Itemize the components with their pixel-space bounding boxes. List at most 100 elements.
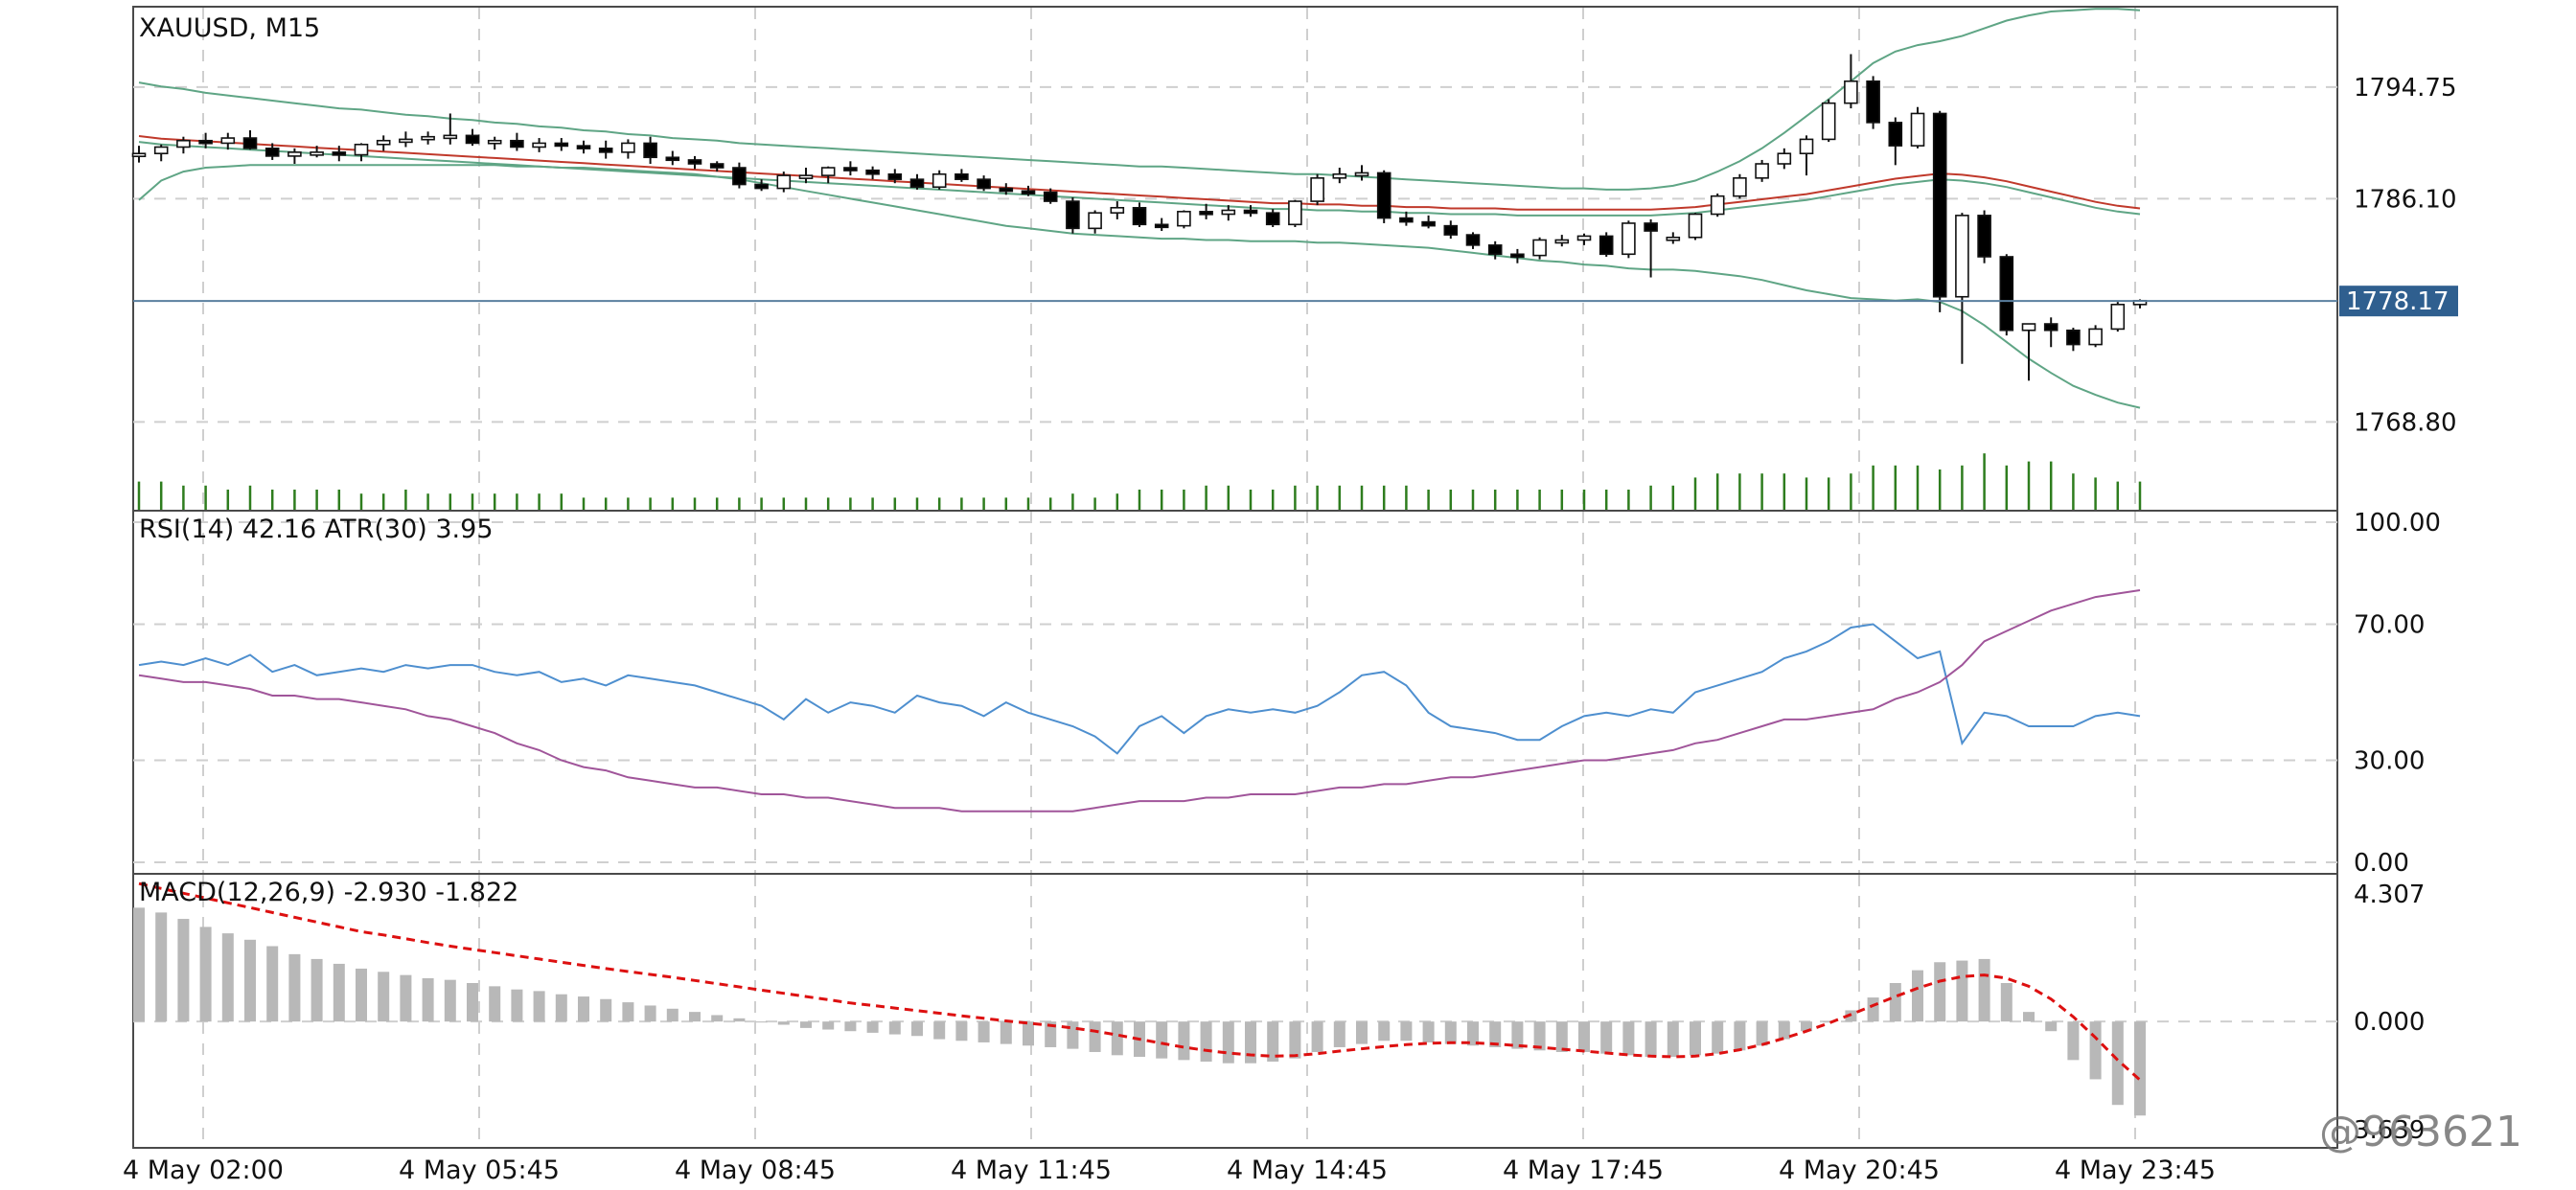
macd-histogram-bar bbox=[244, 939, 256, 1022]
candle-bull bbox=[1088, 212, 1102, 230]
macd-histogram-bar bbox=[1222, 1021, 1234, 1064]
rsi-tick-label: 70.00 bbox=[2354, 611, 2425, 640]
rsi-tick-label: 100.00 bbox=[2354, 509, 2441, 538]
macd-histogram-bar bbox=[1889, 983, 1901, 1022]
macd-histogram-bar bbox=[444, 979, 456, 1022]
macd-histogram-bar bbox=[822, 1021, 835, 1030]
macd-histogram-bar bbox=[533, 991, 545, 1022]
candle-bear bbox=[909, 178, 925, 189]
candle-bull bbox=[2110, 304, 2126, 331]
macd-histogram-bar bbox=[1667, 1021, 1679, 1058]
macd-histogram-bar bbox=[622, 1002, 634, 1022]
macd-histogram-bar bbox=[1622, 1021, 1635, 1056]
macd-histogram-bar bbox=[1934, 962, 1946, 1022]
candle-bull bbox=[1310, 177, 1324, 202]
time-axis-label: 4 May 02:00 bbox=[123, 1156, 284, 1185]
rsi-panel-frame bbox=[132, 510, 2338, 875]
candle-bear bbox=[576, 145, 591, 149]
macd-histogram-bar bbox=[288, 953, 301, 1022]
candle-bull bbox=[1354, 172, 1369, 177]
rsi-line bbox=[138, 623, 2141, 755]
candle-bear bbox=[1021, 190, 1036, 195]
macd-histogram-bar bbox=[578, 996, 589, 1022]
macd-histogram-bar bbox=[1045, 1021, 1057, 1047]
macd-histogram-bar bbox=[1734, 1021, 1746, 1051]
macd-label: MACD(12,26,9) -2.930 -1.822 bbox=[139, 878, 518, 907]
macd-histogram-bar bbox=[2089, 1021, 2102, 1080]
current-price-line: 1778.17 bbox=[133, 286, 2458, 317]
macd-histogram-bar bbox=[978, 1021, 990, 1042]
macd-histogram-bar bbox=[2067, 1021, 2080, 1061]
macd-histogram-bar bbox=[1956, 960, 1968, 1022]
candle-bear bbox=[665, 156, 680, 162]
candle-bull bbox=[932, 172, 947, 189]
watermark: @963621 bbox=[2319, 1108, 2522, 1156]
macd-histogram-bar bbox=[1333, 1021, 1346, 1047]
bollinger-middle-line bbox=[138, 141, 2141, 217]
macd-histogram-bar bbox=[1801, 1021, 1812, 1032]
candle-bull bbox=[1110, 206, 1125, 214]
grid bbox=[133, 8, 2337, 1147]
candle-bull bbox=[1955, 215, 1969, 298]
candle-bear bbox=[242, 137, 258, 149]
macd-histogram-bar bbox=[844, 1021, 857, 1032]
macd-histogram-bar bbox=[1644, 1021, 1657, 1058]
candle-bear bbox=[643, 142, 657, 159]
macd-histogram-bar bbox=[933, 1021, 946, 1040]
candle-bear bbox=[709, 163, 724, 169]
candle-bear bbox=[1598, 235, 1614, 256]
macd-histogram-bar bbox=[1378, 1021, 1391, 1041]
candle-bull bbox=[399, 138, 413, 144]
candle-bull bbox=[1688, 213, 1703, 239]
candle-bull bbox=[798, 174, 814, 179]
macd-histogram-bar bbox=[1000, 1021, 1012, 1044]
price-tick-label: 1768.80 bbox=[2354, 408, 2457, 437]
macd-histogram-bar bbox=[199, 927, 212, 1022]
candle-bull bbox=[1332, 172, 1347, 179]
macd-histogram-bar bbox=[378, 972, 390, 1022]
macd-histogram-bar bbox=[489, 986, 501, 1022]
macd-histogram-bar bbox=[333, 963, 345, 1022]
macd-histogram-bar bbox=[888, 1021, 901, 1035]
macd-histogram-bar bbox=[2023, 1012, 2035, 1022]
candle-bear bbox=[1999, 256, 2014, 332]
candle-bear bbox=[754, 183, 769, 190]
macd-histogram-bar bbox=[422, 977, 434, 1022]
candles[interactable] bbox=[131, 54, 2148, 381]
candle-bull bbox=[1221, 209, 1236, 216]
candle-bear bbox=[1932, 112, 1947, 298]
rsi-tick-label: 30.00 bbox=[2354, 747, 2425, 776]
candle-bear bbox=[1888, 122, 1903, 147]
macd-histogram-bar bbox=[1422, 1021, 1435, 1042]
time-axis-label: 4 May 11:45 bbox=[951, 1156, 1112, 1185]
candle-bear bbox=[1154, 223, 1169, 229]
price-tick-label: 1794.75 bbox=[2354, 74, 2457, 103]
macd-histogram-bar bbox=[221, 933, 234, 1022]
macd-histogram-bar bbox=[1690, 1021, 1701, 1056]
candle-bull bbox=[1733, 177, 1747, 197]
moving-average-line bbox=[138, 135, 2141, 211]
candle-bear bbox=[1265, 212, 1280, 226]
candle-bear bbox=[1066, 200, 1080, 230]
macd-histogram-bar bbox=[1356, 1021, 1368, 1044]
candle-bull bbox=[532, 142, 546, 149]
macd-histogram-bar bbox=[2134, 1021, 2146, 1116]
candle-bull bbox=[354, 143, 369, 156]
macd-histogram-bar bbox=[1267, 1021, 1279, 1063]
candle-bear bbox=[977, 178, 991, 190]
candle-bull bbox=[776, 174, 792, 190]
macd-histogram-bar bbox=[467, 983, 478, 1022]
candle-bull bbox=[487, 139, 502, 145]
candle-bear bbox=[1866, 80, 1880, 124]
candle-bear bbox=[198, 139, 213, 145]
macd-histogram-bar bbox=[1712, 1021, 1724, 1054]
candle-bull bbox=[621, 142, 635, 153]
candle-bull bbox=[1799, 138, 1814, 155]
candle-bull bbox=[1532, 239, 1547, 257]
candle-bear bbox=[1376, 172, 1392, 219]
candle-bull bbox=[131, 152, 147, 158]
time-axis-label: 4 May 17:45 bbox=[1503, 1156, 1664, 1185]
macd-histogram-bar bbox=[1912, 970, 1923, 1022]
macd-histogram-bar bbox=[1200, 1021, 1212, 1063]
